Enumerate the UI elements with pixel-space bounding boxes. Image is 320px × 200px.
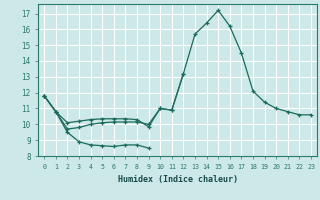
X-axis label: Humidex (Indice chaleur): Humidex (Indice chaleur): [118, 175, 238, 184]
